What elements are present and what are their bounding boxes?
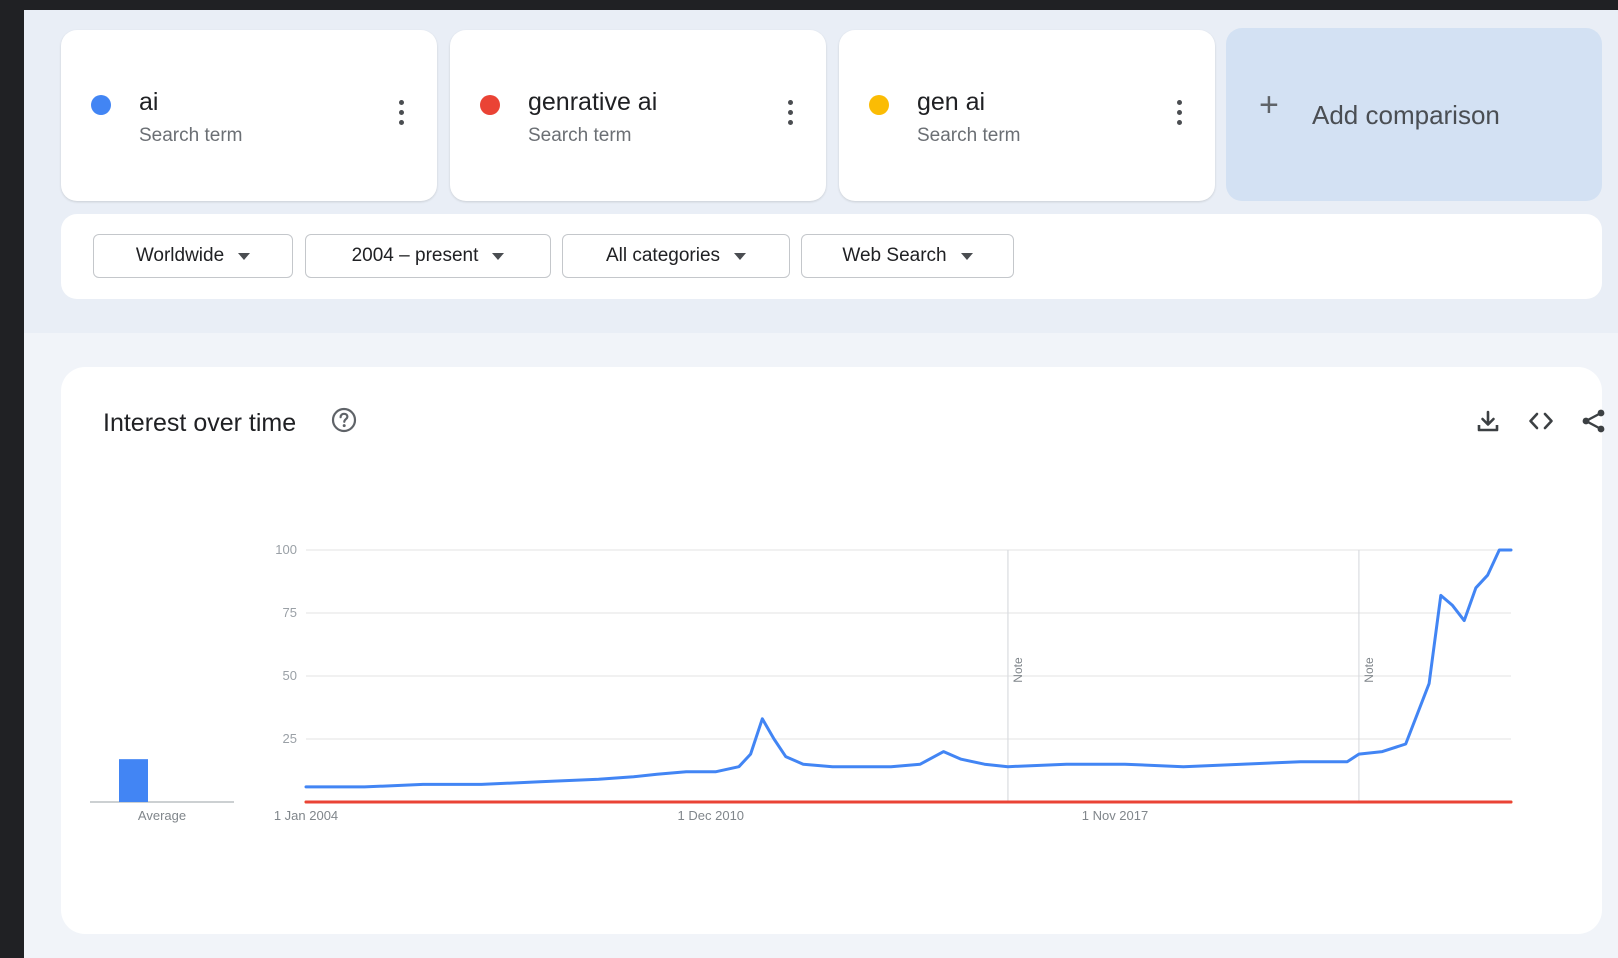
average-bar-ai bbox=[119, 759, 148, 802]
interest-over-time-card: Interest over time Note Note Average 100 7… bbox=[61, 367, 1605, 934]
term-name[interactable]: ai bbox=[139, 88, 159, 116]
plus-icon: + bbox=[1259, 86, 1279, 124]
series-line-ai bbox=[304, 548, 1513, 789]
series-color-dot bbox=[91, 95, 111, 115]
y-tick-label: 50 bbox=[283, 668, 297, 683]
term-name[interactable]: gen ai bbox=[917, 88, 986, 116]
add-comparison-button[interactable]: + Add comparison bbox=[1226, 28, 1602, 201]
y-tick-label: 25 bbox=[283, 731, 297, 746]
more-vert-icon[interactable] bbox=[395, 100, 407, 130]
term-card-gen-ai[interactable]: gen ai Search term bbox=[839, 30, 1215, 201]
filter-bar: Worldwide 2004 – present All categories … bbox=[61, 214, 1602, 299]
y-tick-label: 75 bbox=[283, 605, 297, 620]
time-range-dropdown[interactable]: 2004 – present bbox=[305, 234, 551, 278]
average-label: Average bbox=[138, 808, 186, 823]
term-subtitle: Search term bbox=[917, 125, 1021, 146]
term-card-ai[interactable]: ai Search term bbox=[61, 30, 437, 201]
search-property-dropdown[interactable]: Web Search bbox=[801, 234, 1014, 278]
y-tick-label: 100 bbox=[275, 542, 297, 557]
dropdown-arrow-icon bbox=[960, 252, 973, 260]
more-vert-icon[interactable] bbox=[784, 100, 796, 130]
embed-code-icon[interactable] bbox=[1527, 407, 1555, 435]
note-label: Note bbox=[1362, 657, 1376, 683]
interest-over-time-chart: Note Note Average 100 75 50 25 1 Jan 2004 1 De… bbox=[90, 542, 1513, 823]
x-tick-label: 1 Nov 2017 bbox=[1082, 808, 1149, 823]
series-color-dot bbox=[869, 95, 889, 115]
region-value: Worldwide bbox=[135, 245, 225, 266]
x-tick-label: 1 Dec 2010 bbox=[678, 808, 745, 823]
note-label: Note bbox=[1011, 657, 1025, 683]
chart-title: Interest over time bbox=[103, 409, 297, 437]
term-name[interactable]: genrative ai bbox=[528, 88, 658, 116]
category-dropdown[interactable]: All categories bbox=[562, 234, 790, 278]
download-icon[interactable] bbox=[1474, 407, 1502, 435]
dropdown-arrow-icon bbox=[734, 252, 747, 260]
help-circle-icon[interactable] bbox=[331, 407, 357, 433]
category-value: All categories bbox=[605, 245, 721, 266]
more-vert-icon[interactable] bbox=[1173, 100, 1185, 130]
term-subtitle: Search term bbox=[528, 125, 632, 146]
x-tick-label: 1 Jan 2004 bbox=[274, 808, 338, 823]
share-icon[interactable] bbox=[1580, 407, 1608, 435]
term-card-genrative-ai[interactable]: genrative ai Search term bbox=[450, 30, 826, 201]
search-property-value: Web Search bbox=[842, 245, 947, 266]
region-dropdown[interactable]: Worldwide bbox=[93, 234, 293, 278]
series-color-dot bbox=[480, 95, 500, 115]
dropdown-arrow-icon bbox=[238, 252, 251, 260]
time-range-value: 2004 – present bbox=[351, 245, 479, 266]
term-subtitle: Search term bbox=[139, 125, 243, 146]
add-comparison-label: Add comparison bbox=[1312, 100, 1500, 130]
dropdown-arrow-icon bbox=[492, 252, 505, 260]
